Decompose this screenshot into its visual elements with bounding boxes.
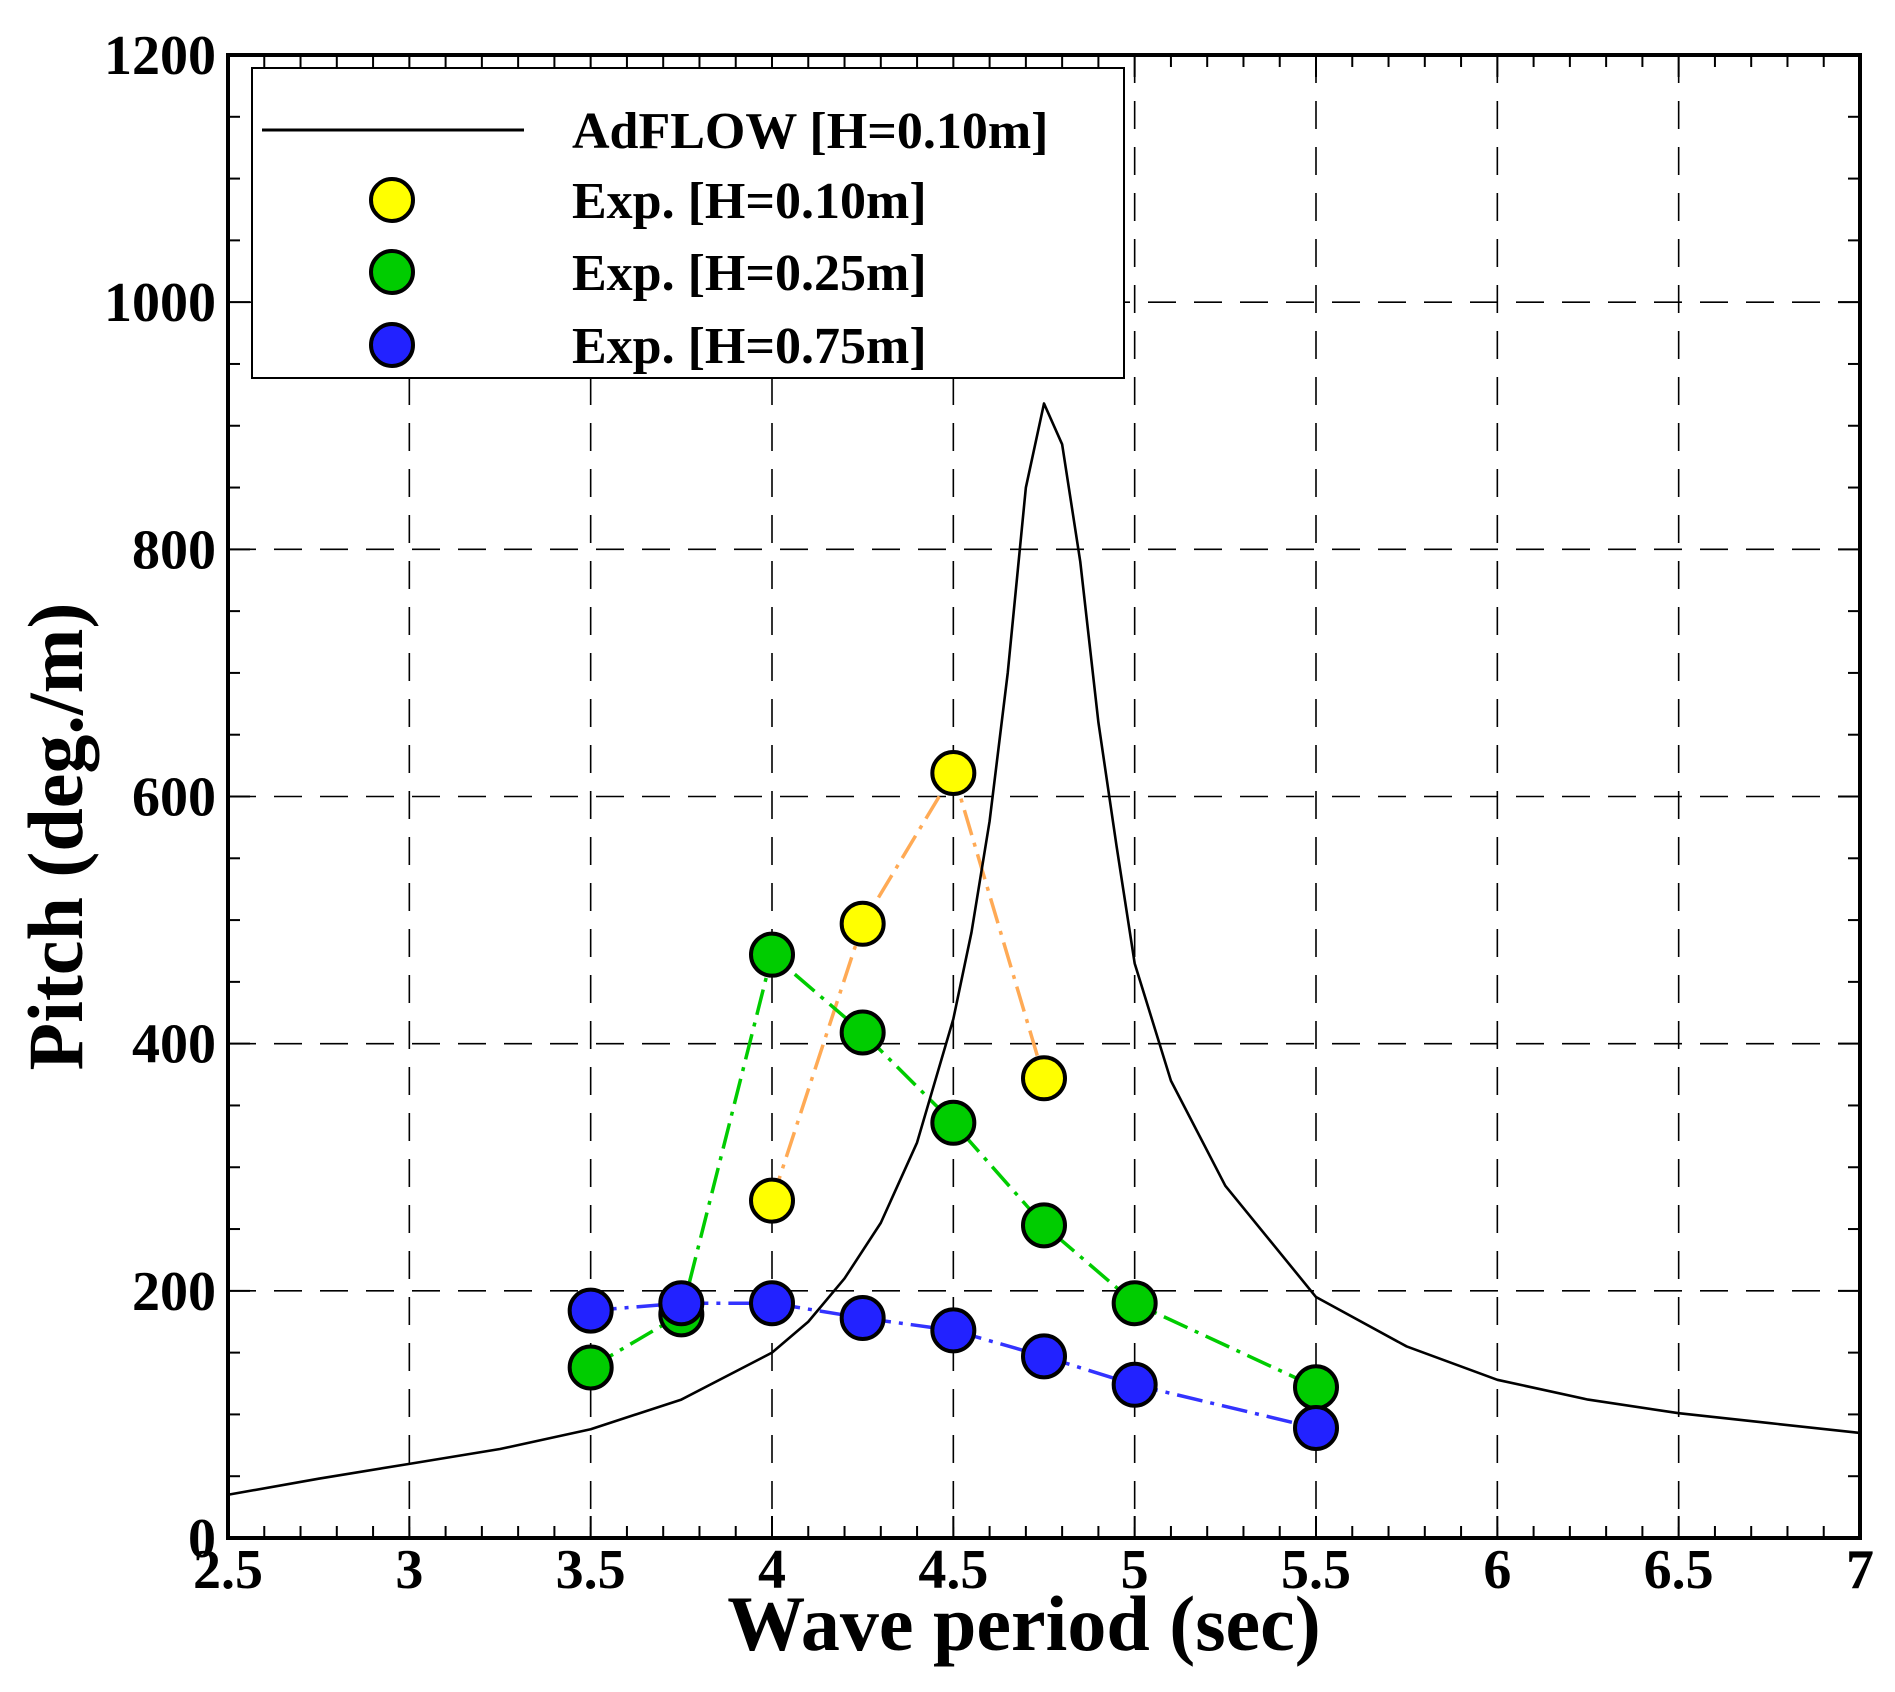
- x-axis-ticks: 2.5 3 3.5 4 4.5 5 5.5 6 6.5 7: [193, 1539, 1874, 1601]
- y-tick-label: 600: [132, 767, 216, 829]
- data-point: [749, 1177, 795, 1224]
- legend-marker: [369, 322, 415, 368]
- y-tick-label: 400: [132, 1014, 216, 1076]
- x-tick-label: 3: [395, 1539, 423, 1601]
- legend-label: Exp. [H=0.25m]: [572, 245, 927, 302]
- y-tick-label: 1200: [104, 25, 216, 87]
- x-tick-label: 6.5: [1644, 1539, 1714, 1601]
- x-tick-label: 6: [1483, 1539, 1511, 1601]
- legend-label: AdFLOW [H=0.10m]: [572, 103, 1048, 160]
- data-point: [1021, 1055, 1067, 1102]
- x-tick-label: 7: [1846, 1539, 1874, 1601]
- y-tick-label: 200: [132, 1261, 216, 1323]
- y-tick-label: 0: [188, 1508, 216, 1570]
- data-point: [839, 900, 886, 947]
- y-axis-ticks: 0 200 400 600 800 1000 1200: [104, 25, 216, 1570]
- x-tick-label: 4.5: [918, 1539, 988, 1601]
- data-point: [1293, 1364, 1339, 1411]
- legend: AdFLOW [H=0.10m] Exp. [H=0.10m] Exp. [H=0.…: [251, 67, 1125, 379]
- series-connector-line: [770, 768, 1046, 1202]
- series-connector-line: [589, 951, 1317, 1389]
- data-point: [749, 1280, 795, 1327]
- adflow-line: [227, 402, 1861, 1497]
- data-point: [1293, 1405, 1339, 1452]
- y-axis-title: Pitch (deg./m): [12, 603, 99, 1071]
- data-point: [930, 750, 977, 797]
- data-point: [930, 1307, 977, 1354]
- x-axis-title: Wave period (sec): [727, 1580, 1321, 1667]
- y-tick-label: 1000: [104, 272, 216, 334]
- legend-marker: [369, 249, 415, 295]
- data-point: [839, 1009, 886, 1056]
- x-tick-label: 4: [758, 1539, 786, 1601]
- x-tick-label: 2.5: [193, 1539, 263, 1601]
- legend-label: Exp. [H=0.75m]: [572, 318, 927, 375]
- data-point: [1111, 1280, 1158, 1327]
- plot-frame: [226, 53, 1862, 1540]
- data-point: [1021, 1333, 1067, 1380]
- series-layer: [227, 402, 1861, 1497]
- legend-marker: [369, 177, 415, 223]
- data-point: [567, 1344, 614, 1391]
- data-point: [839, 1295, 886, 1342]
- data-point: [567, 1287, 614, 1334]
- x-tick-label: 3.5: [556, 1539, 626, 1601]
- data-point: [1021, 1202, 1067, 1249]
- x-tick-label: 5: [1121, 1539, 1149, 1601]
- legend-label: Exp. [H=0.10m]: [572, 173, 927, 230]
- data-point: [930, 1099, 977, 1146]
- data-point: [749, 931, 795, 978]
- data-point: [1111, 1361, 1158, 1408]
- y-tick-label: 800: [132, 519, 216, 581]
- x-tick-label: 5.5: [1281, 1539, 1351, 1601]
- data-point: [658, 1280, 705, 1327]
